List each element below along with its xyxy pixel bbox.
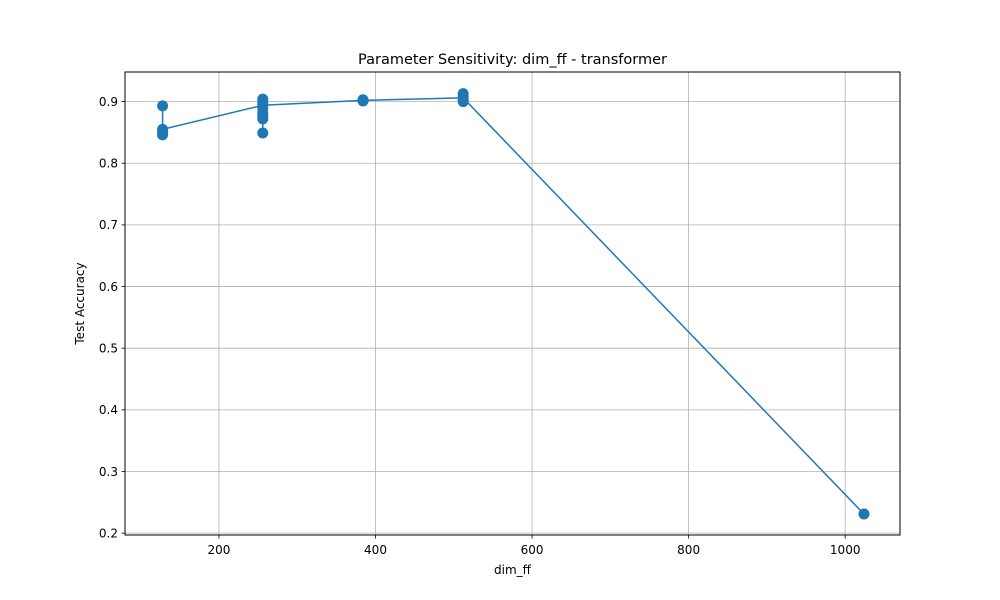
grid (125, 72, 900, 535)
y-tick-label: 0.6 (99, 280, 118, 294)
data-point (157, 100, 169, 112)
y-tick-label: 0.2 (99, 526, 118, 540)
x-tick-label: 800 (677, 543, 700, 557)
data-point (357, 95, 369, 107)
x-tick-label: 200 (207, 543, 230, 557)
x-axis-label: dim_ff (494, 563, 532, 577)
x-tick-label: 1000 (830, 543, 861, 557)
y-tick-label: 0.8 (99, 157, 118, 171)
y-tick-label: 0.9 (99, 95, 118, 109)
data-point (858, 508, 870, 520)
y-axis-label: Test Accuracy (73, 262, 87, 345)
data-point (157, 129, 169, 141)
y-tick-label: 0.3 (99, 465, 118, 479)
y-tick-label: 0.4 (99, 403, 118, 417)
plot-frame (124, 71, 901, 536)
x-tick-label: 600 (521, 543, 544, 557)
data-point (257, 127, 269, 139)
data-point (457, 96, 469, 108)
y-tick-label: 0.7 (99, 218, 118, 232)
series-line (162, 97, 865, 515)
x-tick-label: 400 (364, 543, 387, 557)
axis-ticks: 200 400 600 800 1000 0.2 0.3 0.4 0.5 0.6 0.7 0.8 0.9 (99, 95, 861, 557)
series-transformer (157, 88, 870, 520)
data-point (257, 113, 269, 125)
chart-title: Parameter Sensitivity: dim_ff - transfor… (358, 52, 667, 68)
y-tick-label: 0.5 (99, 341, 118, 355)
